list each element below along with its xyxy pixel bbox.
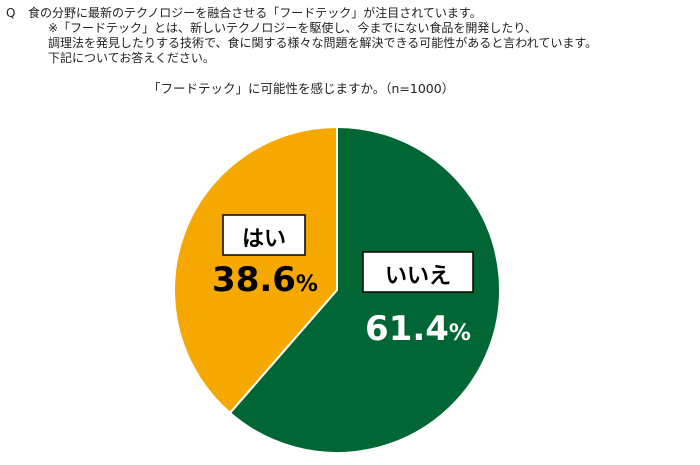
question-note-line-3: 下記についてお答えください。 (48, 51, 215, 65)
slice-label-box-yes (222, 214, 306, 256)
question-note-line-2: 調理法を発見したりする技術で、食に関する様々な問題を解決できる可能性があると言わ… (48, 36, 598, 50)
question-mark: Q (6, 6, 16, 20)
slice-label-text-yes: はい (242, 227, 286, 252)
question-text: 食の分野に最新のテクノロジーを融合させる「フードテック」が注目されています。 ※… (28, 6, 597, 66)
slice-value-yes: 38.6% (212, 260, 318, 300)
slice-label-box-no (362, 251, 474, 293)
question-block: Q 食の分野に最新のテクノロジーを融合させる「フードテック」が注目されています。… (6, 6, 597, 66)
question-note-line-1: ※「フードテック」とは、新しいテクノロジーを駆使し、今までにない食品を開発したり… (48, 21, 537, 35)
slice-label-yes: はい (222, 214, 306, 256)
pie-slice-yes (173, 125, 338, 415)
chart-title: 「フードテック」に可能性を感じますか。（n=1000） (148, 81, 455, 96)
slice-value-no: 61.4% (365, 309, 471, 349)
slice-label-text-no: いいえ (385, 264, 451, 289)
question-line-1: 食の分野に最新のテクノロジーを融合させる「フードテック」が注目されています。 (28, 6, 482, 20)
slice-label-no: いいえ (362, 251, 474, 293)
